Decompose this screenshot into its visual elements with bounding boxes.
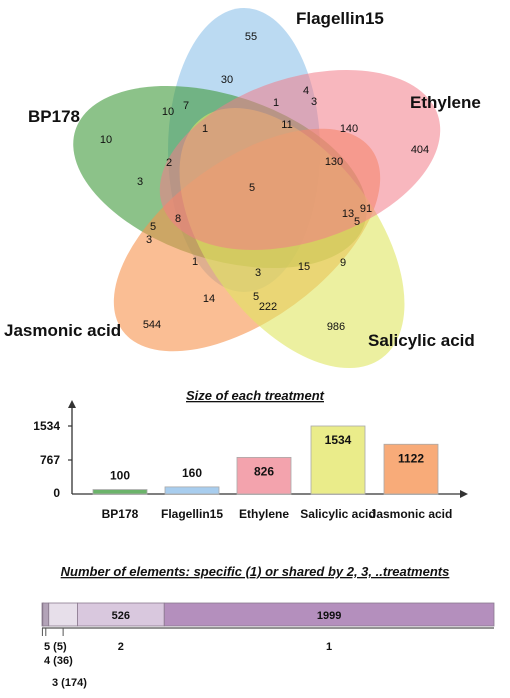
stacked-segments: 526 1999 5 (5) 4 (36) 3 (174) 2 1 — [41, 602, 495, 689]
venn-ellipse-ethylene — [159, 70, 441, 250]
venn-region-value: 11 — [281, 119, 292, 131]
venn-region-value: 986 — [327, 321, 345, 333]
stacked-chart-title: Number of elements: specific (1) or shar… — [61, 564, 450, 579]
venn-region-value: 3 — [137, 176, 143, 188]
stacked-segment — [48, 602, 78, 627]
bar — [310, 425, 366, 495]
shared-elements-chart: Number of elements: specific (1) or shar… — [41, 564, 495, 689]
bar-value-label: 1534 — [325, 433, 352, 447]
venn-region-value: 222 — [259, 301, 277, 313]
bar-value-label: 160 — [182, 466, 202, 480]
bar-category-label: Jasmonic acid — [370, 507, 453, 521]
venn-label-bp178: BP178 — [28, 107, 80, 126]
venn-region-value: 30 — [221, 74, 233, 86]
bar-chart-title: Size of each treatment — [186, 388, 325, 403]
venn-region-value: 140 — [340, 123, 358, 135]
venn-label-flagellin15: Flagellin15 — [296, 9, 384, 28]
venn-region-value: 5 — [354, 216, 360, 228]
y-tick-label-1534: 1534 — [33, 419, 60, 433]
venn-label-salicylic-acid: Salicylic acid — [368, 331, 475, 350]
stacked-category-label: 1 — [326, 641, 332, 653]
venn-region-value: 15 — [298, 261, 310, 273]
venn-label-ethylene: Ethylene — [410, 93, 481, 112]
venn-region-value: 10 — [100, 134, 112, 146]
y-tick-label-767: 767 — [40, 453, 60, 467]
venn-region-value: 14 — [203, 293, 215, 305]
bar — [92, 489, 148, 495]
stacked-segment — [42, 602, 50, 627]
venn-region-value: 5 — [249, 182, 255, 194]
venn-region-value: 1 — [273, 97, 279, 109]
bar — [383, 443, 439, 495]
venn-region-value: 8 — [175, 213, 181, 225]
venn-region-value: 3 — [255, 267, 261, 279]
stacked-segment-value: 526 — [112, 610, 130, 622]
venn-region-value: 7 — [183, 100, 189, 112]
y-axis-arrow — [68, 400, 76, 408]
stacked-segment-value: 1999 — [317, 610, 341, 622]
stacked-category-label: 3 (174) — [52, 677, 87, 689]
x-axis-arrow — [460, 490, 468, 498]
bar — [236, 456, 292, 495]
treatment-size-chart: Size of each treatment 1534 767 0 100 BP1… — [33, 388, 468, 521]
venn-region-value: 3 — [146, 234, 152, 246]
venn-region-value: 91 — [360, 203, 372, 215]
venn-region-value: 5 — [150, 221, 156, 233]
venn-region-value: 4 — [303, 85, 309, 97]
venn-region-value: 2 — [166, 157, 172, 169]
bar-category-label: BP178 — [102, 507, 139, 521]
y-tick-label-0: 0 — [53, 486, 60, 500]
venn-region-value: 10 — [162, 106, 174, 118]
venn-region-value: 130 — [325, 156, 343, 168]
venn-region-value: 404 — [411, 144, 429, 156]
venn-region-value: 1 — [192, 256, 198, 268]
stacked-category-label: 5 (5) — [44, 641, 67, 653]
stacked-category-label: 2 — [118, 641, 124, 653]
venn-region-value: 9 — [340, 257, 346, 269]
venn-region-value: 13 — [342, 208, 354, 220]
venn-region-value: 5 — [253, 291, 259, 303]
venn-region-value: 3 — [311, 96, 317, 108]
stacked-category-label: 4 (36) — [44, 655, 73, 667]
bar-marks: 100 BP178 160 Flagellin15 826 Ethylene 1534 Sal… — [92, 425, 453, 521]
venn-region-value: 1 — [202, 123, 208, 135]
bar-category-label: Ethylene — [239, 507, 289, 521]
venn-region-value: 55 — [245, 31, 257, 43]
stacked-segment — [163, 602, 495, 627]
venn-diagram: Flagellin15 BP178 Ethylene Jasmonic acid… — [4, 8, 481, 369]
bar — [164, 486, 220, 495]
bar-value-label: 1122 — [398, 451, 424, 465]
venn-label-jasmonic-acid: Jasmonic acid — [4, 321, 121, 340]
bar-value-label: 100 — [110, 469, 130, 483]
bar-category-label: Flagellin15 — [161, 507, 223, 521]
bar-category-label: Salicylic acid — [300, 507, 375, 521]
venn-region-value: 544 — [143, 319, 161, 331]
bar-value-label: 826 — [254, 464, 274, 478]
